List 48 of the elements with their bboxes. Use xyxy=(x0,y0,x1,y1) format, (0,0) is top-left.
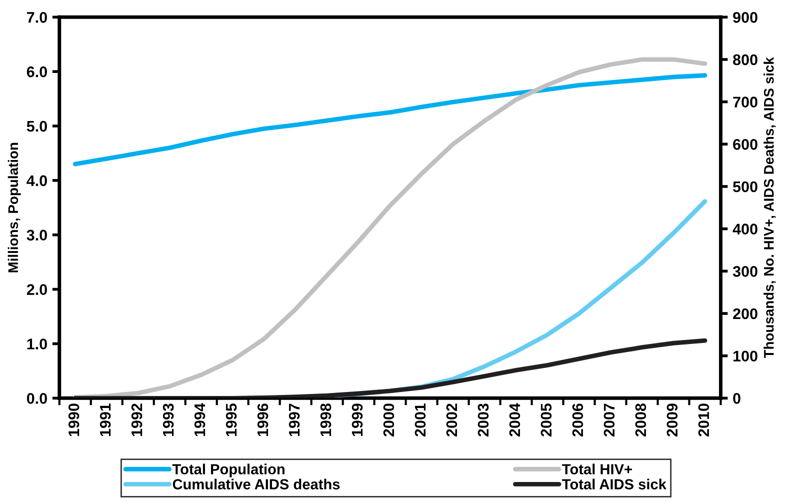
legend-label: Total AIDS sick xyxy=(562,478,666,490)
y2-tick-label: 800 xyxy=(733,54,758,66)
x-tick-label: 2002 xyxy=(446,404,458,436)
x-tick-label: 2009 xyxy=(666,404,678,436)
y2-axis-title: Thousands, No. HIV+, AIDS Deaths, AIDS sick xyxy=(764,57,776,358)
x-tick-label: 2008 xyxy=(635,403,646,436)
x-tick-label: 1990 xyxy=(68,404,80,436)
y2-tick-label: 700 xyxy=(733,96,758,108)
x-tick-label: 1998 xyxy=(320,403,332,436)
y-tick-label: 5.0 xyxy=(26,120,47,132)
y2-tick-label: 600 xyxy=(733,139,758,150)
y2-tick-label: 400 xyxy=(732,224,758,234)
y-tick-label: 3.0 xyxy=(26,230,47,241)
line-series xyxy=(72,57,708,398)
x-tick-label: 2001 xyxy=(414,403,426,436)
y-tick-label: 2.0 xyxy=(26,284,47,295)
x-tick-label: 1992 xyxy=(131,404,142,436)
y-tick-label: 7.0 xyxy=(27,12,47,23)
y2-tick-label: 900 xyxy=(733,12,758,23)
x-tick-label: 1996 xyxy=(257,404,268,436)
y2-tick-label: 200 xyxy=(733,308,758,320)
y-tick-label: 6.0 xyxy=(26,66,47,78)
y-tick-label: 1.0 xyxy=(27,338,47,350)
x-tick-label: 2000 xyxy=(383,404,394,436)
x-tick-label: 2005 xyxy=(540,403,552,436)
legend-label: Cumulative AIDS deaths xyxy=(172,478,340,490)
x-tick-label: 1993 xyxy=(162,404,174,436)
x-tick-label: 2010 xyxy=(698,404,710,436)
y2-tick-label: 300 xyxy=(732,266,758,277)
line-series xyxy=(72,338,708,398)
line-series xyxy=(72,73,708,166)
x-tick-label: 1999 xyxy=(352,404,363,436)
legend-label: Total HIV+ xyxy=(562,464,632,474)
y-tick-label: 4.0 xyxy=(26,175,47,186)
x-tick-label: 2004 xyxy=(509,403,520,436)
y-axis-title: Millions, Population xyxy=(8,142,21,272)
x-tick-label: 1991 xyxy=(100,403,111,436)
x-tick-label: 1994 xyxy=(194,403,206,436)
y2-tick-label: 100 xyxy=(733,350,758,362)
x-tick-label: 2003 xyxy=(478,404,489,436)
x-tick-label: 1997 xyxy=(288,404,300,436)
legend-label: Total Population xyxy=(172,464,284,478)
y2-tick-label: 0 xyxy=(733,393,740,404)
y2-tick-label: 500 xyxy=(732,181,758,192)
x-tick-label: 2007 xyxy=(604,404,615,436)
y-tick-label: 0.0 xyxy=(26,393,47,404)
x-tick-label: 2006 xyxy=(572,404,584,436)
x-tick-label: 1995 xyxy=(226,403,237,436)
